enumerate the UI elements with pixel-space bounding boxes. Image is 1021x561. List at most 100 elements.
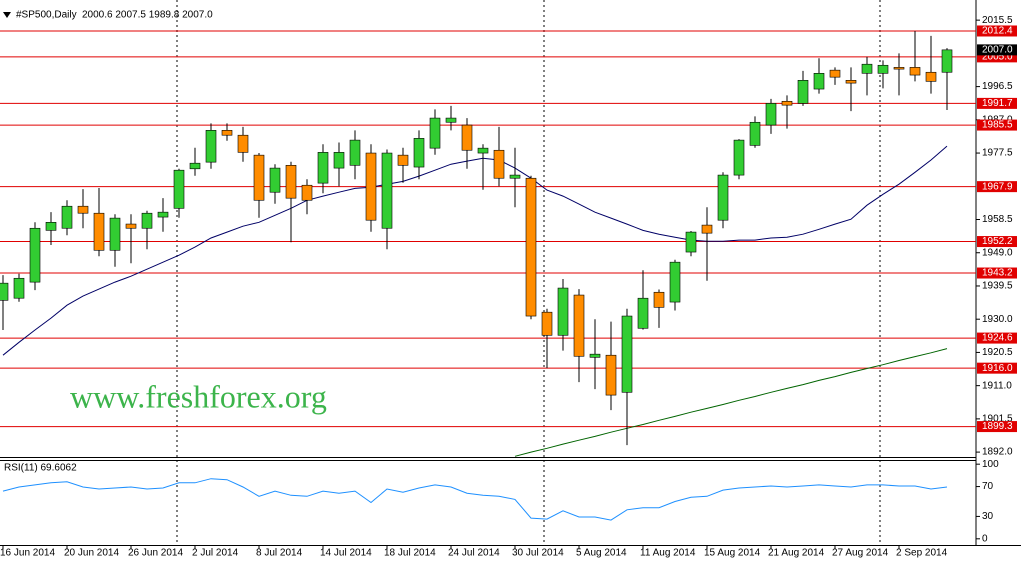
x-tick-label: 15 Aug 2014 <box>704 548 761 559</box>
candle-body <box>365 152 377 221</box>
level-label-bg <box>977 362 1017 374</box>
y-tick-label: 1920.5 <box>982 347 1013 358</box>
level-label: 1916.0 <box>982 363 1013 374</box>
candle-body <box>173 169 185 209</box>
x-tick-label: 11 Aug 2014 <box>640 548 696 559</box>
candle-body <box>93 212 105 251</box>
candle-body <box>0 282 9 301</box>
level-label: 1899.3 <box>982 421 1013 432</box>
x-tick-label: 18 Jul 2014 <box>384 548 436 559</box>
candle-body <box>525 177 537 317</box>
candle-body <box>493 149 505 179</box>
x-tick-label: 16 Jun 2014 <box>0 548 55 559</box>
y-tick-label: 1930.0 <box>982 314 1013 325</box>
x-tick-label: 5 Aug 2014 <box>576 548 627 559</box>
last-price-bg <box>977 44 1017 56</box>
candle-body <box>845 80 857 84</box>
candle-body <box>941 49 953 73</box>
candle-body <box>781 100 793 106</box>
candle-body <box>333 152 345 169</box>
candle-body <box>573 294 585 357</box>
x-tick-label: 14 Jul 2014 <box>320 548 372 559</box>
y-tick-label: 1892.0 <box>982 447 1013 458</box>
candle-body <box>797 80 809 104</box>
level-label: 1967.9 <box>982 181 1013 192</box>
candle-body <box>749 121 761 146</box>
y-tick-label: 0 <box>982 533 988 544</box>
candle-body <box>349 139 361 166</box>
candle-body <box>269 167 281 193</box>
x-tick-label: 8 Jul 2014 <box>256 548 303 559</box>
y-tick-label: 1977.5 <box>982 148 1013 159</box>
y-tick-label: 100 <box>982 459 999 470</box>
candle-body <box>157 211 169 218</box>
candle-body <box>29 227 41 283</box>
candle-body <box>541 311 553 336</box>
candle-body <box>685 231 697 253</box>
candle-body <box>861 63 873 74</box>
candle-body <box>221 130 233 136</box>
level-label: 1924.6 <box>982 333 1013 344</box>
candle-body <box>45 222 57 231</box>
candle-body <box>701 224 713 234</box>
chart-title: #SP500,Daily <box>16 10 77 21</box>
candle-body <box>253 154 265 201</box>
candle-body <box>909 67 921 76</box>
y-tick-label: 1949.0 <box>982 247 1013 258</box>
candle-body <box>653 291 665 308</box>
candle-body <box>413 138 425 168</box>
candle-body <box>669 261 681 303</box>
level-label: 2005.0 <box>982 52 1013 63</box>
y-tick-label: 30 <box>982 511 994 522</box>
moving-average <box>514 348 948 457</box>
candle-body <box>301 184 313 201</box>
candle-body <box>637 297 649 329</box>
candle-body <box>205 130 217 163</box>
level-label-bg <box>977 332 1017 344</box>
candle-body <box>317 152 329 184</box>
candle-body <box>13 277 25 299</box>
x-tick-label: 20 Jun 2014 <box>64 548 119 559</box>
level-label-bg <box>977 97 1017 109</box>
menu-arrow <box>3 12 11 18</box>
rsi-title: RSI(11) 69.6062 <box>4 463 77 474</box>
candle-body <box>589 353 601 358</box>
candle-body <box>477 147 489 154</box>
candle-body <box>621 315 633 393</box>
candle-body <box>877 64 889 74</box>
candle-body <box>397 154 409 166</box>
candle-body <box>925 71 937 82</box>
x-tick-label: 2 Sep 2014 <box>896 548 948 559</box>
candle-body <box>461 124 473 151</box>
candle-body <box>429 117 441 149</box>
y-tick-label: 1911.0 <box>982 380 1012 391</box>
level-label-bg <box>977 119 1017 131</box>
level-label-bg <box>977 236 1017 248</box>
candle-body <box>285 164 297 199</box>
y-tick-label: 1996.5 <box>982 81 1013 92</box>
level-label: 2012.4 <box>982 26 1013 37</box>
level-label: 1952.2 <box>982 236 1013 247</box>
candle-body <box>381 152 393 229</box>
candle-body <box>509 174 521 179</box>
level-label: 1985.5 <box>982 120 1013 131</box>
level-label: 1991.7 <box>982 98 1013 109</box>
y-tick-label: 1958.5 <box>982 214 1013 225</box>
candle-body <box>77 205 89 214</box>
moving-average <box>2 145 948 356</box>
candle-body <box>445 117 457 123</box>
level-label-bg <box>977 267 1017 279</box>
candle-body <box>109 217 121 251</box>
candle-body <box>829 69 841 78</box>
y-tick-label: 2015.5 <box>982 15 1013 26</box>
candle-body <box>717 174 729 221</box>
last-price-label: 2007.0 <box>982 45 1013 56</box>
candle-body <box>237 134 249 153</box>
level-label-bg <box>977 181 1017 193</box>
level-label: 1943.2 <box>982 268 1013 279</box>
candle-body <box>893 67 905 70</box>
candle-body <box>605 354 617 396</box>
